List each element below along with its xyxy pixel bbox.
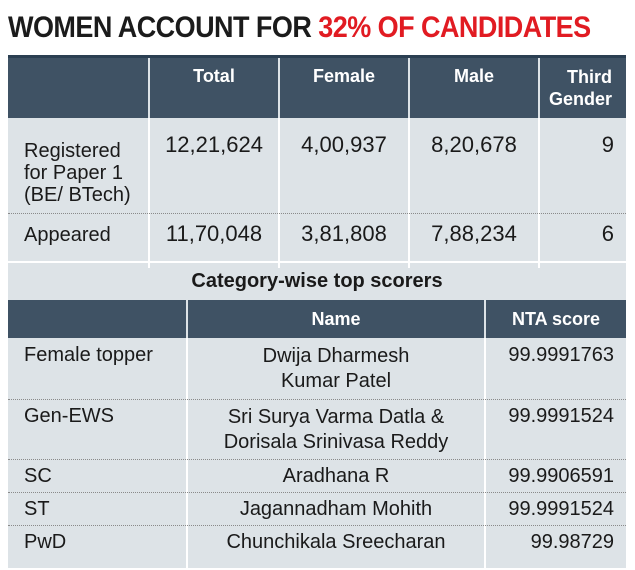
name-gen-ews: Sri Surya Varma Datla & Dorisala Sriniva… bbox=[223, 406, 449, 453]
registered-male: 8,20,678 bbox=[431, 132, 517, 157]
header-female: Female bbox=[280, 58, 408, 118]
scorers-header-score: NTA score bbox=[486, 300, 626, 338]
row-separator bbox=[8, 213, 626, 214]
divider bbox=[484, 338, 486, 568]
header-cell-blank bbox=[8, 58, 148, 118]
row-label-appeared: Appeared bbox=[24, 224, 111, 246]
header-male: Male bbox=[410, 58, 538, 118]
score-female-topper: 99.9991763 bbox=[508, 344, 614, 366]
appeared-total: 11,70,048 bbox=[165, 221, 263, 246]
header-third-gender: Third Gender bbox=[540, 58, 626, 118]
divider bbox=[538, 118, 540, 268]
table-separator bbox=[8, 261, 626, 263]
registered-third-gender: 9 bbox=[601, 132, 614, 157]
info-panel: Total Female Male Third Gender Registere… bbox=[8, 55, 626, 568]
name-pwd: Chunchikala Sreecharan bbox=[226, 531, 446, 553]
scorers-header-name: Name bbox=[188, 300, 484, 338]
header-total: Total bbox=[150, 58, 278, 118]
score-st: 99.9991524 bbox=[508, 498, 614, 520]
score-gen-ews: 99.9991524 bbox=[508, 405, 614, 427]
name-sc: Aradhana R bbox=[282, 465, 390, 487]
divider bbox=[408, 118, 410, 268]
category-pwd: PwD bbox=[24, 531, 67, 553]
score-pwd: 99.98729 bbox=[530, 531, 614, 553]
category-st: ST bbox=[24, 498, 50, 520]
category-gen-ews: Gen-EWS bbox=[24, 405, 115, 427]
category-sc: SC bbox=[24, 465, 52, 487]
name-st: Jagannadham Mohith bbox=[239, 498, 433, 520]
row-separator bbox=[8, 492, 626, 493]
name-female-topper: Dwija Dharmesh Kumar Patel bbox=[262, 345, 410, 392]
row-separator bbox=[8, 525, 626, 526]
divider bbox=[278, 118, 280, 268]
appeared-male: 7,88,234 bbox=[431, 221, 517, 246]
registered-female: 4,00,937 bbox=[301, 132, 387, 157]
divider bbox=[148, 118, 150, 268]
headline-part-1: WOMEN ACCOUNT FOR bbox=[8, 11, 319, 44]
score-sc: 99.9906591 bbox=[508, 465, 614, 487]
row-label-registered: Registered for Paper 1 (BE/ BTech) bbox=[24, 140, 131, 206]
scorers-header-blank bbox=[8, 300, 186, 338]
divider bbox=[186, 338, 188, 568]
row-separator bbox=[8, 399, 626, 400]
row-separator bbox=[8, 459, 626, 460]
appeared-third-gender: 6 bbox=[601, 221, 614, 246]
headline-part-2: 32% OF CANDIDATES bbox=[318, 11, 591, 44]
headline: WOMEN ACCOUNT FOR 32% OF CANDIDATES bbox=[8, 6, 591, 50]
category-female-topper: Female topper bbox=[24, 344, 153, 366]
section-title: Category-wise top scorers bbox=[191, 270, 443, 292]
appeared-female: 3,81,808 bbox=[301, 221, 387, 246]
registered-total: 12,21,624 bbox=[165, 132, 263, 157]
